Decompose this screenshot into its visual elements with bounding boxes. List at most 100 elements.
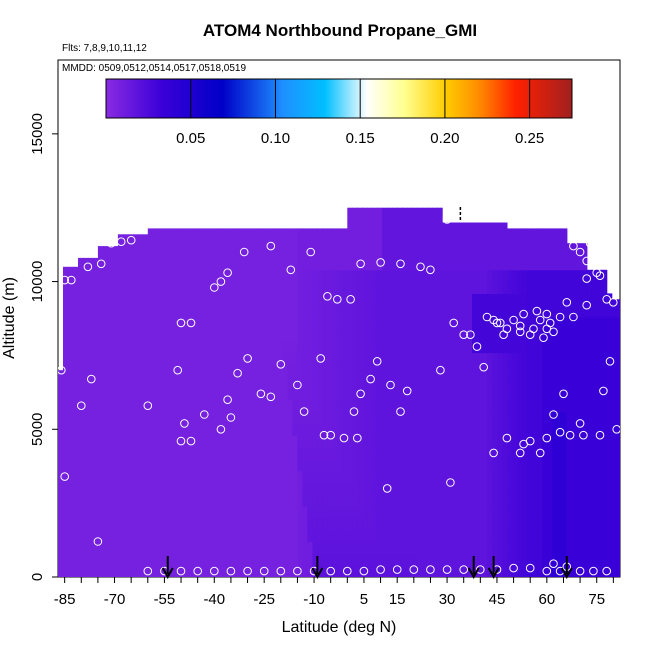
heat-cell — [257, 234, 264, 247]
heat-cell — [571, 447, 578, 460]
heat-cell — [317, 257, 323, 271]
heat-cell — [87, 328, 94, 342]
heat-cell — [337, 529, 343, 543]
heat-cell — [182, 565, 189, 577]
heat-cell — [521, 553, 528, 566]
heat-cell — [157, 228, 164, 235]
heat-cell — [397, 364, 403, 377]
heat-cell — [467, 411, 473, 424]
heat-cell — [312, 376, 318, 389]
heat-cell — [387, 257, 393, 271]
heat-cell — [307, 281, 313, 294]
heat-cell — [551, 293, 558, 306]
heat-cell — [182, 328, 189, 342]
heat-cell — [82, 399, 89, 413]
heat-cell — [97, 529, 104, 543]
heat-cell — [367, 447, 373, 460]
heat-cell — [377, 458, 383, 472]
heat-cell — [142, 352, 149, 365]
heat-cell — [616, 458, 620, 472]
heat-cell — [167, 257, 174, 271]
heat-cell — [272, 364, 279, 377]
heat-cell — [257, 529, 264, 543]
heat-cell — [197, 517, 204, 531]
heat-cell — [262, 470, 269, 483]
heat-cell — [492, 387, 498, 401]
heat-cell — [586, 364, 593, 377]
heat-cell — [262, 494, 269, 507]
heat-cell — [417, 494, 423, 507]
heat-cell — [576, 243, 583, 247]
heat-cell — [87, 352, 94, 365]
heat-cell — [427, 482, 433, 495]
heat-cell — [516, 305, 523, 318]
heat-cell — [506, 293, 513, 306]
heat-cell — [332, 328, 338, 342]
heat-cell — [467, 387, 473, 401]
heat-cell — [477, 565, 483, 577]
x-axis-label: Latitude (deg N) — [282, 619, 397, 636]
heat-cell — [392, 435, 398, 448]
observation-point — [502, 324, 512, 334]
heat-cell — [337, 399, 343, 413]
heat-cell — [262, 458, 269, 472]
heat-cell — [147, 458, 154, 472]
heat-cell — [73, 340, 79, 354]
heat-cell — [352, 517, 358, 531]
heat-cell — [117, 517, 124, 531]
heat-cell — [501, 506, 508, 519]
heat-cell — [422, 506, 428, 519]
heat-cell — [122, 387, 129, 401]
heat-cell — [152, 399, 159, 413]
observation-point — [496, 318, 505, 328]
heat-cell — [506, 470, 513, 483]
heat-cell — [601, 494, 608, 507]
heat-cell — [172, 529, 179, 543]
heat-cell — [297, 541, 303, 554]
heat-cell — [177, 305, 184, 318]
heat-cell — [457, 529, 463, 543]
observation-point — [545, 318, 555, 328]
heat-cell — [252, 517, 259, 531]
heat-cell — [332, 470, 338, 483]
heat-cell — [192, 470, 199, 483]
heat-cell — [561, 293, 568, 306]
heat-cell — [337, 352, 343, 365]
heat-cell — [442, 447, 448, 460]
heat-cell — [73, 529, 79, 543]
heat-cell — [487, 293, 493, 306]
heat-cell — [147, 352, 154, 365]
heat-cell — [442, 269, 448, 283]
heat-cell — [551, 517, 558, 531]
heat-cell — [312, 269, 318, 283]
heat-cell — [302, 529, 308, 543]
heat-cell — [297, 228, 303, 235]
heat-cell — [322, 328, 328, 342]
heat-cell — [457, 553, 463, 566]
heat-cell — [182, 387, 189, 401]
heat-cell — [227, 328, 234, 342]
heat-cell — [297, 411, 303, 424]
heat-cell — [576, 470, 583, 483]
heat-cell — [402, 352, 408, 365]
heat-cell — [501, 317, 508, 330]
heat-cell — [501, 352, 508, 365]
heat-cell — [312, 281, 318, 294]
heat-cell — [147, 269, 154, 283]
heat-cell — [277, 317, 284, 330]
heat-cell — [362, 234, 368, 247]
heat-cell — [297, 458, 303, 472]
observation-point — [293, 380, 302, 390]
heat-cell — [97, 458, 104, 472]
heat-cell — [267, 447, 274, 460]
heat-cell — [287, 328, 294, 342]
heat-cell — [367, 387, 373, 401]
observation-point — [555, 312, 565, 322]
heat-cell — [372, 281, 378, 294]
heat-cell — [442, 222, 448, 235]
heat-cell — [372, 565, 378, 577]
heat-cell — [501, 494, 508, 507]
heat-cell — [97, 269, 104, 283]
heat-cell — [511, 246, 518, 259]
heat-cell — [237, 541, 244, 554]
